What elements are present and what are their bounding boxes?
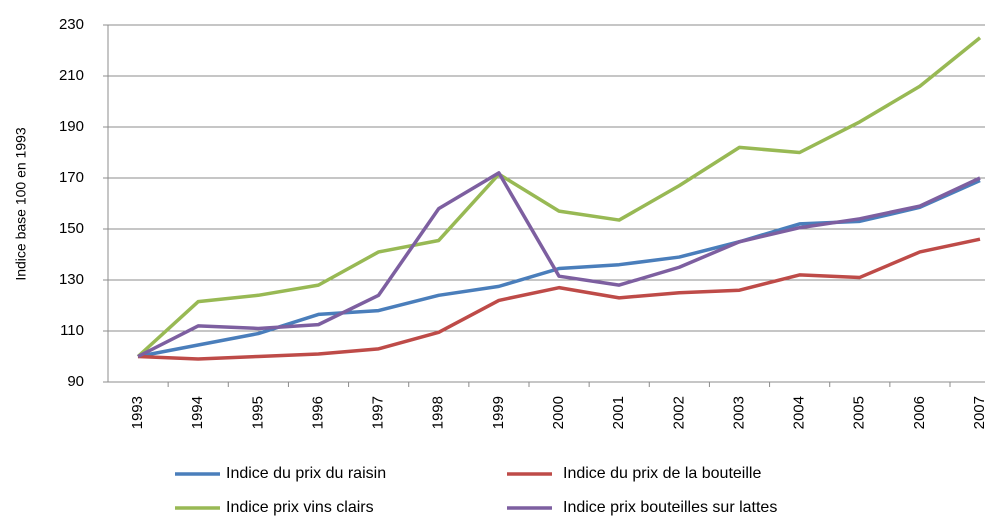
x-tick-label: 1993 <box>129 396 146 429</box>
x-tick-label: 1995 <box>249 396 266 429</box>
series-line <box>136 36 982 358</box>
y-tick-label: 210 <box>59 67 84 84</box>
y-tick-label: 230 <box>59 16 84 33</box>
series-line <box>137 171 981 359</box>
y-tick-label: 190 <box>59 118 84 135</box>
x-tick-label: 2004 <box>791 396 808 429</box>
legend-label: Indice prix vins clairs <box>226 499 374 516</box>
legend-label: Indice du prix de la bouteille <box>563 465 761 482</box>
y-tick-label: 150 <box>59 220 84 237</box>
x-tick-label: 2000 <box>550 396 567 429</box>
y-tick-label: 110 <box>60 322 84 339</box>
legend-label: Indice du prix du raisin <box>226 465 386 482</box>
y-tick-label: 170 <box>59 169 84 186</box>
x-tick-label: 2003 <box>730 396 747 429</box>
legend-label: Indice prix bouteilles sur lattes <box>563 499 777 516</box>
x-tick-label: 1994 <box>189 396 206 429</box>
series-line <box>137 237 981 361</box>
x-tick-label: 1998 <box>430 396 447 429</box>
x-tick-label: 2007 <box>971 396 986 429</box>
x-tick-label: 1999 <box>490 396 507 429</box>
y-tick-label: 130 <box>59 271 84 288</box>
x-tick-label: 2002 <box>670 396 687 429</box>
x-tick-label: 2001 <box>610 396 627 429</box>
y-axis-label: Indice base 100 en 1993 <box>13 127 29 281</box>
x-tick-label: 2006 <box>911 396 928 429</box>
x-tick-label: 1996 <box>309 396 326 429</box>
x-tick-label: 1997 <box>370 396 387 429</box>
x-tick-label: 2005 <box>851 396 868 429</box>
y-tick-label: 90 <box>67 373 84 390</box>
series-line <box>137 178 981 359</box>
